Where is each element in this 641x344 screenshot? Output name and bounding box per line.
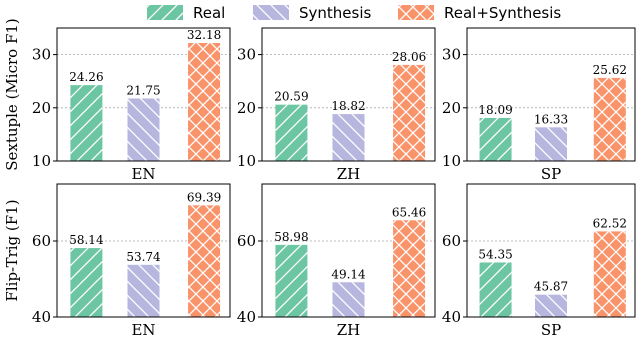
bar-value-label: 58.98 — [274, 230, 308, 244]
panel-sextuple-sp: 18.09 16.33 25.62 10 20 30 SP — [442, 27, 636, 183]
legend-swatch-real-hatch — [147, 5, 183, 20]
bar-value-label: 28.06 — [392, 50, 426, 64]
panel-fliptrig-zh: 58.98 49.14 65.46 40 60 ZH — [237, 183, 436, 339]
y-tick-label: 20 — [442, 99, 461, 117]
bar-real-hatch — [70, 85, 103, 161]
bar-value-label: 53.74 — [126, 250, 161, 264]
bar-value-label: 20.59 — [274, 90, 308, 104]
y-tick-label: 10 — [237, 152, 256, 170]
y-tick-label: 40 — [237, 308, 256, 326]
panel-sextuple-en: 24.26 21.75 32.18 10 20 30 EN Sextuple (Micro F… — [3, 18, 231, 183]
legend-swatch-synthesis-hatch — [253, 5, 289, 20]
y-tick-label: 10 — [442, 152, 461, 170]
bar-real-hatch — [479, 117, 512, 161]
bar-real-synthesis-hatch — [393, 220, 426, 317]
axes-frame — [466, 27, 636, 162]
legend-label-synthesis: Synthesis — [299, 4, 372, 22]
y-tick-label: 40 — [442, 308, 461, 326]
bar-value-label: 24.26 — [69, 70, 103, 84]
y-axis-label: Sextuple (Micro F1) — [3, 18, 21, 171]
bar-real-synthesis-hatch — [593, 231, 626, 317]
legend-swatch-real-synthesis-hatch — [398, 5, 434, 20]
bar-synthesis-hatch — [332, 282, 365, 317]
bar-value-label: 49.14 — [331, 267, 366, 281]
bar-real-synthesis-hatch — [593, 77, 626, 161]
bar-real-synthesis-hatch — [393, 64, 426, 161]
bar-synthesis-hatch — [535, 127, 567, 161]
bar-real-hatch — [70, 248, 103, 317]
panel-fliptrig-sp: 54.35 45.87 62.52 40 60 SP — [442, 183, 636, 339]
bar-value-label: 21.75 — [126, 83, 160, 97]
x-axis-label: SP — [541, 321, 561, 339]
bar-synthesis-hatch — [332, 114, 365, 161]
bar-real-hatch — [479, 262, 512, 317]
axes-frame — [466, 183, 636, 318]
x-axis-label: EN — [131, 321, 155, 339]
bar-real-synthesis-hatch — [188, 43, 221, 162]
y-tick-label: 60 — [237, 232, 256, 250]
y-tick-label: 60 — [442, 232, 461, 250]
bar-real-hatch — [275, 104, 308, 161]
bar-value-label: 16.33 — [534, 112, 568, 126]
bar-value-label: 18.82 — [331, 99, 365, 113]
bar-synthesis-hatch — [127, 98, 160, 161]
bar-value-label: 45.87 — [534, 280, 568, 294]
bar-value-label: 62.52 — [593, 216, 627, 230]
bar-value-label: 54.35 — [478, 247, 512, 261]
bar-synthesis-hatch — [127, 264, 160, 317]
bar-value-label: 25.62 — [593, 63, 627, 77]
y-tick-label: 10 — [32, 152, 51, 170]
bar-value-label: 18.09 — [478, 103, 512, 117]
y-tick-label: 30 — [32, 46, 51, 64]
legend: Real Synthesis Real+Synthesis — [147, 4, 561, 22]
y-tick-label: 60 — [32, 232, 51, 250]
axes-frame — [261, 183, 436, 318]
legend-label-real: Real — [193, 4, 225, 22]
y-tick-label: 30 — [442, 46, 461, 64]
panel-sextuple-zh: 20.59 18.82 28.06 10 20 30 ZH — [237, 27, 436, 183]
subplot-grid: 24.26 21.75 32.18 10 20 30 EN Sextuple (Micro F… — [3, 18, 636, 339]
panel-fliptrig-en: 58.14 53.74 69.39 40 60 EN Flip-Trig (F1) — [3, 183, 231, 339]
y-axis-label: Flip-Trig (F1) — [3, 199, 21, 301]
axes-frame — [56, 183, 231, 318]
axes-frame — [56, 27, 231, 162]
bar-value-label: 69.39 — [187, 190, 221, 204]
y-tick-label: 40 — [32, 308, 51, 326]
legend-label-real-synthesis: Real+Synthesis — [444, 4, 561, 22]
bar-real-hatch — [275, 244, 308, 317]
x-axis-label: ZH — [337, 321, 361, 339]
bar-real-synthesis-hatch — [188, 205, 221, 317]
bar-value-label: 58.14 — [69, 233, 104, 247]
bar-synthesis-hatch — [535, 294, 567, 317]
y-tick-label: 20 — [32, 99, 51, 117]
bar-value-label: 32.18 — [187, 28, 221, 42]
y-tick-label: 20 — [237, 99, 256, 117]
axes-frame — [261, 27, 436, 162]
x-axis-label: SP — [541, 165, 561, 183]
y-tick-label: 30 — [237, 46, 256, 64]
bar-value-label: 65.46 — [392, 205, 426, 219]
x-axis-label: ZH — [337, 165, 361, 183]
x-axis-label: EN — [131, 165, 155, 183]
